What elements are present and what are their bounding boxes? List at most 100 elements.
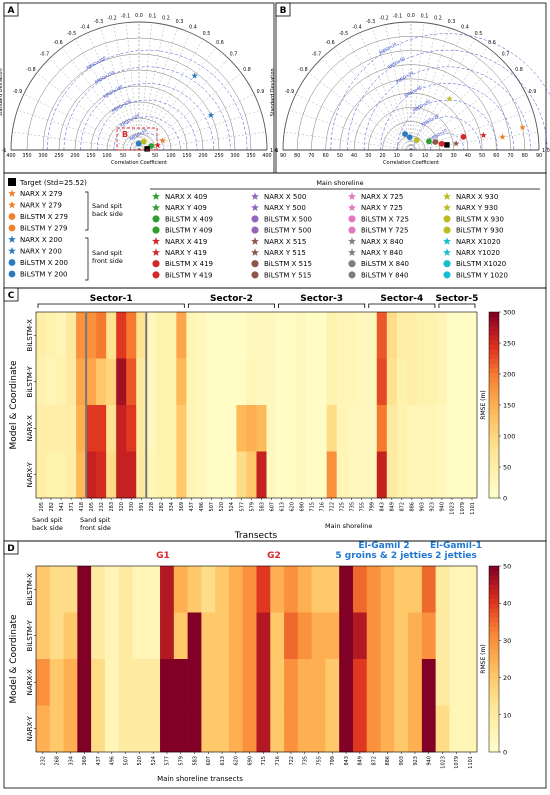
sector-bracket (278, 303, 366, 308)
corr-tick-label: -0.5 (339, 31, 348, 37)
heatmap-cell (173, 566, 188, 613)
taylor-point (519, 124, 526, 131)
corr-tick-label: 0.6 (216, 40, 224, 46)
corr-tick-label: 0.7 (502, 52, 510, 58)
x-tick-label: 577 (239, 502, 245, 512)
heatmap-cell (186, 405, 197, 452)
heatmap-cell (104, 659, 119, 706)
heatmap-cell (266, 358, 277, 406)
colorbar-swatch (489, 593, 499, 599)
heatmap-cell (116, 358, 127, 406)
corr-ray (113, 24, 140, 151)
heatmap-cell (339, 566, 354, 613)
std-tick-label: 30 (365, 153, 371, 159)
heatmap-cell (166, 358, 177, 406)
rmsd-arc (397, 99, 498, 151)
colorbar-swatch (489, 377, 499, 383)
heatmap-cell (449, 612, 464, 660)
colorbar-swatch (489, 339, 499, 345)
legend-group-label: back side (92, 210, 123, 218)
legend-marker (152, 192, 160, 200)
legend-marker (152, 248, 160, 256)
heatmap-cell (336, 405, 348, 452)
taylor-point (159, 137, 166, 144)
corr-tick-label: -0.4 (80, 24, 89, 30)
x-tick-label: 283 (109, 502, 115, 512)
heatmap-cell (236, 358, 247, 406)
y-axis-title: Model & Coordinate (9, 360, 19, 450)
heatmap-cell (326, 405, 337, 452)
legend-target-label: Target (Std=25.52) (19, 179, 87, 187)
heatmap-cell (311, 659, 326, 706)
heatmap-cell (126, 312, 137, 359)
heatmap-cell (56, 451, 67, 499)
legend-marker (152, 226, 160, 234)
heatmap-cell (376, 451, 388, 499)
corr-tick-label: 0.3 (448, 19, 456, 25)
x-tick-label: 715 (309, 502, 315, 512)
heatmap-cell (96, 451, 107, 499)
heatmap-cell (36, 612, 51, 660)
corr-tick-label: -0.8 (298, 67, 307, 73)
heatmap-cell (284, 612, 299, 660)
x-tick-label: 613 (220, 756, 226, 766)
corr-ray (87, 32, 140, 151)
legend-marker (251, 192, 259, 200)
corr-ray (36, 73, 140, 151)
legend-marker (8, 201, 16, 209)
heatmap-cell (396, 312, 408, 359)
corr-tick-label: -0.9 (285, 89, 294, 95)
legend-marker (443, 215, 451, 223)
legend-item-label: BiLSTM Y 279 (20, 225, 68, 233)
heatmap-cell (146, 612, 161, 660)
heatmap-cell (46, 405, 57, 452)
x-tick-label: 371 (69, 502, 75, 512)
corr-tick-label: 0.7 (230, 52, 238, 58)
x-tick-label: 437 (96, 756, 102, 766)
legend-marker (348, 226, 356, 234)
colorbar-swatch (489, 474, 499, 480)
rmsd-label: RMSD=50 (395, 70, 415, 84)
heatmap-cell (86, 451, 97, 499)
heatmap-cell (118, 566, 133, 613)
heatmap-cell (297, 705, 312, 753)
heatmap-cell (325, 659, 340, 706)
heatmap-cell (63, 612, 78, 660)
heatmap-cell (406, 358, 418, 406)
x-tick-label: 520 (137, 756, 143, 766)
x-tick-label: 507 (123, 756, 129, 766)
heatmap-cell (276, 405, 287, 452)
heatmap-cell (366, 705, 381, 753)
heatmap-cell (146, 705, 161, 753)
heatmap-cell (118, 612, 133, 660)
colorbar-swatch (489, 603, 499, 609)
x-tick-label: 268 (54, 756, 60, 766)
heatmap-cell (339, 705, 354, 753)
legend-marker (443, 203, 451, 212)
std-tick-label: 400 (6, 153, 15, 159)
x-tick-label: 369 (82, 756, 88, 766)
legend-item-label: BiLSTM X 200 (20, 259, 68, 267)
legend-item-label: BiLSTM X 930 (456, 215, 504, 223)
rmsd-arc (130, 133, 165, 151)
colorbar-swatch (489, 724, 499, 730)
std-tick-label: 20 (436, 153, 442, 159)
heatmap-cell (463, 705, 478, 753)
corr-tick-label: -0.8 (26, 67, 35, 73)
x-tick-label: 613 (279, 502, 285, 512)
heatmap-cell (173, 612, 188, 660)
taylor-point (154, 141, 161, 149)
heatmap-cell (160, 612, 175, 660)
heatmap-cell (463, 659, 478, 706)
legend-item-label: BiLSTM X 279 (20, 213, 68, 221)
colorbar-tick-label: 50 (503, 563, 511, 571)
corr-tick-label: -0.6 (53, 40, 62, 46)
legend-target-marker (8, 178, 16, 186)
heatmap-cell (316, 312, 327, 359)
taylor-point (426, 138, 432, 145)
std-tick-label: 30 (451, 153, 457, 159)
legend-item-label: BiLSTM Y 1020 (456, 271, 508, 279)
heatmap-cell (206, 312, 217, 359)
heatmap-cell (91, 566, 106, 613)
heatmap-cell (346, 451, 358, 499)
